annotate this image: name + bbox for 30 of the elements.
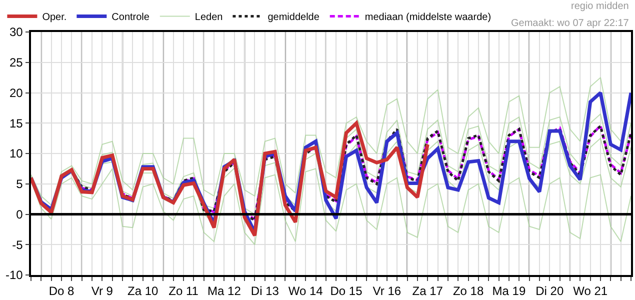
legend-label: mediaan (middelste waarde) [364, 12, 492, 24]
x-tick-label: Zo 18 [452, 284, 484, 298]
text: regio midden [571, 1, 629, 12]
x-tick-label: Za 17 [412, 284, 444, 298]
y-tick-label: -10 [6, 268, 24, 282]
y-tick-label: 0 [16, 207, 24, 222]
y-tick-label: 30 [9, 25, 24, 40]
legend-label: Leden [194, 12, 223, 24]
x-tick-label: Di 20 [536, 284, 564, 298]
x-tick-label: Do 8 [48, 284, 75, 298]
x-tick-label: Za 10 [128, 284, 159, 298]
x-tick-label: Do 15 [330, 284, 363, 298]
y-tick-label: 15 [9, 116, 24, 130]
y-tick-label: 20 [9, 86, 24, 100]
x-tick-label: Di 13 [250, 284, 280, 298]
text: Gemaakt: wo 07 apr 22:17 [511, 18, 630, 29]
legend-label: gemiddelde [268, 12, 320, 24]
y-tick-label: 10 [9, 146, 24, 161]
x-tick-label: Vr 9 [91, 284, 114, 298]
x-tick-label: Zo 11 [168, 284, 199, 298]
y-tick-label: 25 [9, 56, 24, 70]
x-tick-label: Vr 16 [372, 284, 402, 298]
y-tick-label: 5 [16, 177, 24, 192]
x-tick-label: Ma 19 [492, 284, 526, 298]
x-tick-label: Wo 21 [573, 284, 608, 298]
y-tick-label: -5 [12, 238, 24, 252]
legend-label: Controle [112, 12, 150, 24]
x-tick-label: Ma 12 [208, 284, 242, 298]
legend-label: Oper. [42, 12, 67, 24]
x-tick-label: Wo 14 [288, 284, 324, 298]
